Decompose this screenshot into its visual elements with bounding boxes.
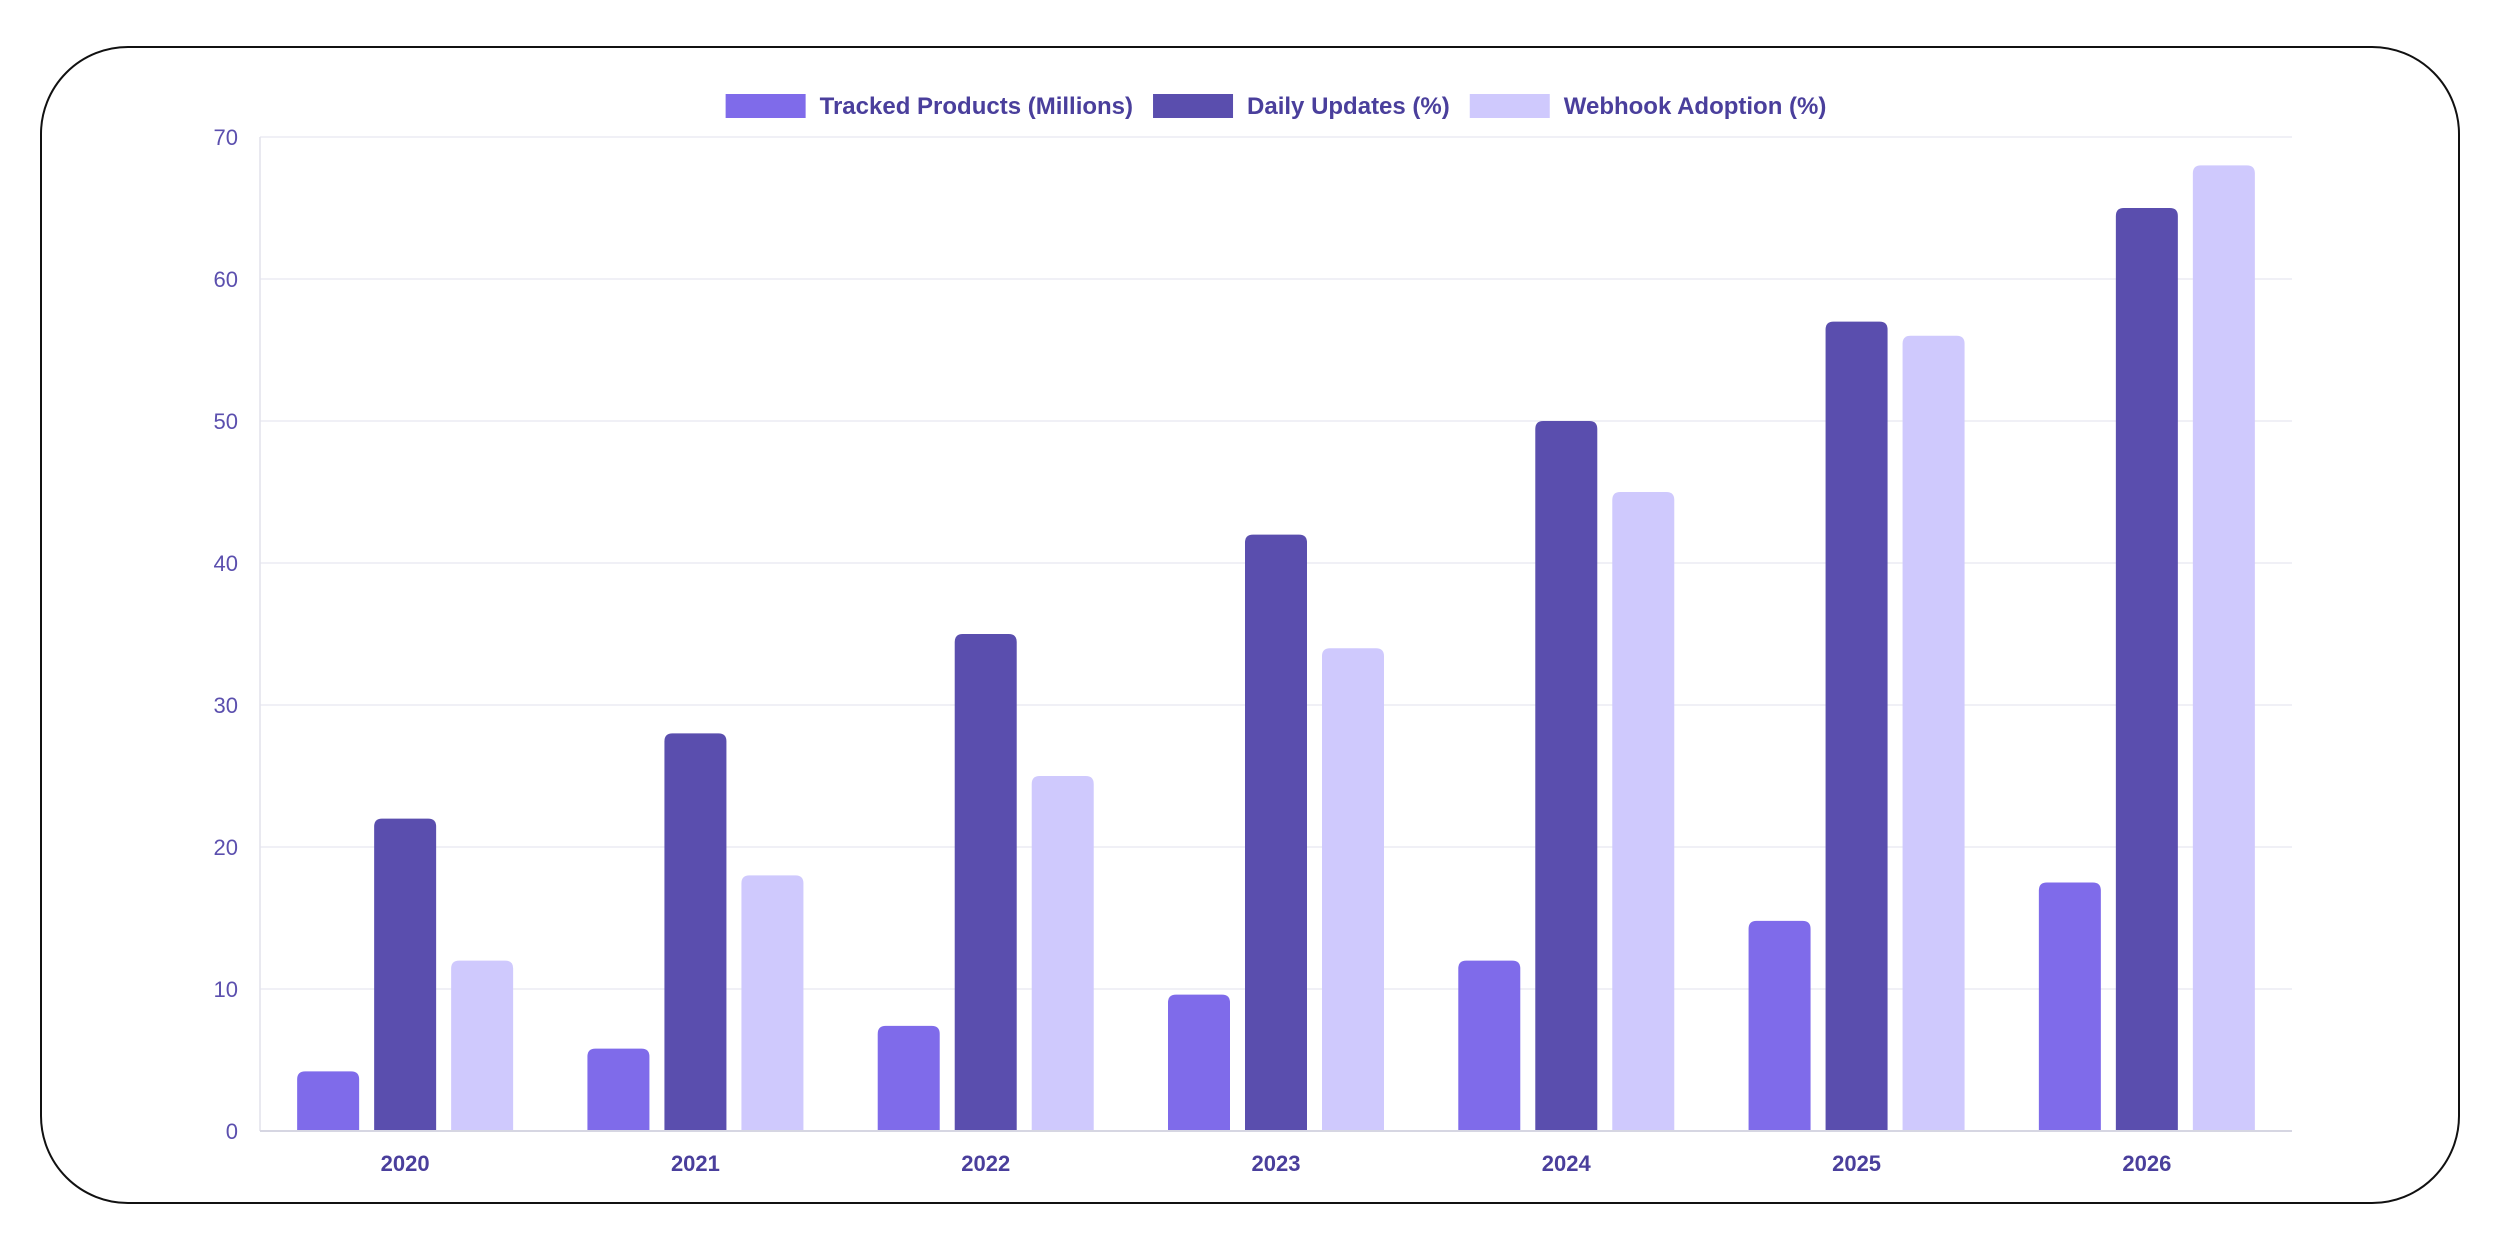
bar-2022-series-1[interactable] bbox=[954, 634, 1017, 1131]
bar-2025-series-1[interactable] bbox=[1825, 321, 1888, 1132]
bar-2026-series-1[interactable] bbox=[2115, 208, 2178, 1131]
bar-2021-series-2[interactable] bbox=[741, 875, 804, 1131]
x-tick-label: 2026 bbox=[2122, 1151, 2171, 1176]
bar-2020-series-2[interactable] bbox=[451, 960, 514, 1131]
legend[interactable]: Tracked Products (Millions) Daily Updates… bbox=[725, 93, 1827, 120]
x-tick-label: 2020 bbox=[381, 1151, 430, 1176]
legend-label: Tracked Products (Millions) bbox=[820, 93, 1133, 120]
legend-swatch bbox=[1469, 94, 1550, 118]
y-tick-label: 20 bbox=[214, 835, 238, 860]
bar-2021-series-0[interactable] bbox=[587, 1048, 650, 1131]
y-tick-label: 30 bbox=[214, 693, 238, 718]
x-tick-label: 2022 bbox=[961, 1151, 1010, 1176]
y-tick-label: 10 bbox=[214, 977, 238, 1002]
bar-2020-series-1[interactable] bbox=[374, 818, 437, 1131]
bar-2025-series-0[interactable] bbox=[1748, 920, 1811, 1131]
legend-item-1[interactable]: Daily Updates (%) bbox=[1153, 93, 1450, 120]
bar-2025-series-2[interactable] bbox=[1902, 335, 1965, 1131]
bar-2023-series-2[interactable] bbox=[1322, 648, 1384, 1131]
y-axis: 0 10 20 30 40 50 60 70 bbox=[214, 125, 261, 1144]
bar-2020-series-0[interactable] bbox=[297, 1071, 360, 1131]
bar-2024-series-1[interactable] bbox=[1535, 421, 1598, 1131]
bar-2022-series-0[interactable] bbox=[877, 1025, 940, 1131]
y-tick-label: 0 bbox=[226, 1119, 238, 1144]
y-tick-label: 40 bbox=[214, 551, 238, 576]
bar-2022-series-2[interactable] bbox=[1031, 776, 1094, 1131]
y-tick-label: 70 bbox=[214, 125, 238, 150]
bar-2026-series-2[interactable] bbox=[2192, 165, 2255, 1131]
bar-2023-series-1[interactable] bbox=[1245, 534, 1307, 1131]
y-tick-label: 60 bbox=[214, 267, 238, 292]
x-tick-label: 2023 bbox=[1252, 1151, 1301, 1176]
bar-2023-series-0[interactable] bbox=[1168, 994, 1230, 1131]
bar-2024-series-2[interactable] bbox=[1612, 492, 1675, 1131]
bar-2024-series-0[interactable] bbox=[1458, 960, 1521, 1131]
x-axis: 2020 2021 2022 2023 2024 2025 2026 bbox=[260, 1130, 2292, 1176]
legend-swatch bbox=[725, 94, 806, 118]
bars bbox=[297, 165, 2255, 1132]
legend-label: Webhook Adoption (%) bbox=[1564, 93, 1827, 120]
bar-2026-series-0[interactable] bbox=[2038, 882, 2101, 1132]
legend-item-2[interactable]: Webhook Adoption (%) bbox=[1469, 93, 1827, 120]
x-tick-label: 2021 bbox=[671, 1151, 720, 1176]
x-tick-label: 2025 bbox=[1832, 1151, 1881, 1176]
legend-swatch bbox=[1153, 94, 1234, 118]
y-tick-label: 50 bbox=[214, 409, 238, 434]
legend-label: Daily Updates (%) bbox=[1247, 93, 1450, 120]
bar-2021-series-1[interactable] bbox=[664, 733, 727, 1131]
legend-item-0[interactable]: Tracked Products (Millions) bbox=[725, 93, 1133, 120]
x-tick-label: 2024 bbox=[1542, 1151, 1592, 1176]
